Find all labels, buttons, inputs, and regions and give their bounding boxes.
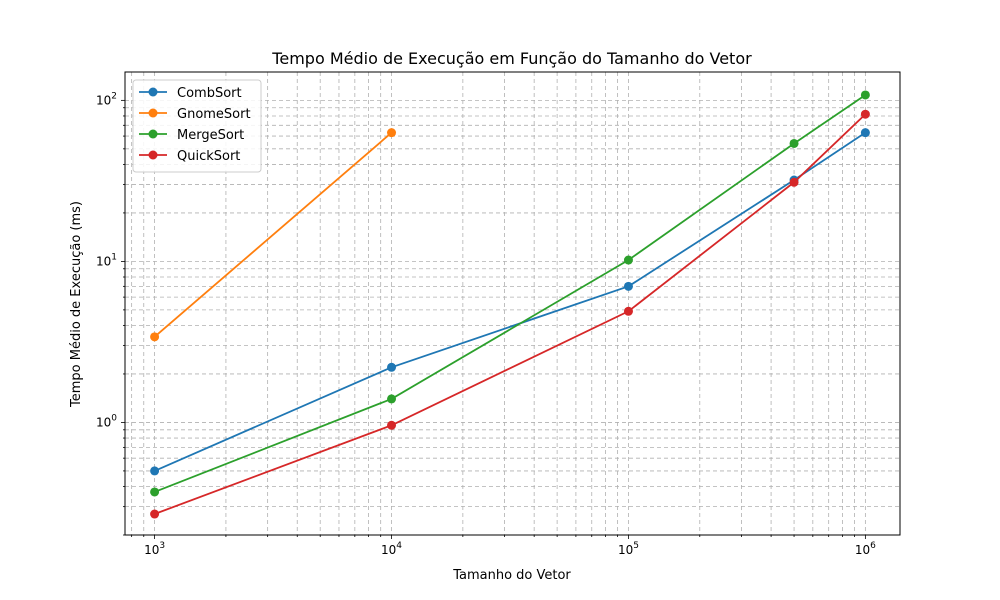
legend-label-combsort: CombSort: [177, 86, 242, 101]
series-line-quicksort: [154, 113, 866, 515]
legend-box: [132, 79, 262, 173]
series-gnomesort: [150, 128, 397, 342]
legend-marker-quicksort: [148, 150, 158, 160]
data-point-quicksort: [150, 509, 160, 519]
data-point-combsort: [150, 466, 160, 476]
data-point-quicksort: [387, 420, 397, 430]
series-line-gnomesort: [154, 131, 393, 338]
data-point-mergesort: [789, 138, 799, 148]
legend-marker-gnomesort: [148, 108, 158, 118]
y-tick-label: 102: [96, 91, 117, 107]
grid: [125, 72, 900, 536]
data-point-mergesort: [150, 487, 160, 497]
x-tick-label: 106: [855, 541, 876, 557]
legend-label-quicksort: QuickSort: [177, 149, 240, 164]
data-point-mergesort: [860, 90, 870, 100]
series-line-combsort: [154, 131, 866, 472]
y-tick-label: 101: [96, 252, 117, 268]
data-point-gnomesort: [150, 332, 160, 342]
data-point-gnomesort: [387, 128, 397, 138]
legend-marker-mergesort: [148, 129, 158, 139]
series-mergesort: [150, 90, 870, 497]
data-point-combsort: [387, 362, 397, 372]
plot-frame: [124, 71, 901, 536]
series-combsort: [150, 128, 870, 476]
series-quicksort: [150, 109, 870, 519]
data-point-quicksort: [623, 306, 633, 316]
x-axis-label: Tamanho do Vetor: [452, 568, 571, 583]
x-tick-label: 103: [144, 541, 165, 557]
data-point-combsort: [623, 281, 633, 291]
plot-series: [150, 90, 870, 519]
data-point-quicksort: [789, 177, 799, 187]
data-point-combsort: [860, 128, 870, 138]
x-tick-label: 105: [618, 541, 639, 557]
data-point-quicksort: [860, 109, 870, 119]
legend-label-mergesort: MergeSort: [177, 128, 244, 143]
y-axis-label: Tempo Médio de Execução (ms): [69, 201, 84, 408]
legend-marker-combsort: [148, 87, 158, 97]
y-tick-label: 100: [96, 413, 117, 429]
x-tick-label: 104: [381, 541, 402, 557]
chart-title: Tempo Médio de Execução em Função do Tam…: [271, 49, 752, 68]
axis-ticks: 103 104 105 106 100 101 102: [96, 91, 876, 557]
legend: CombSort GnomeSort MergeSort QuickSort: [132, 79, 262, 173]
data-point-mergesort: [387, 394, 397, 404]
legend-label-gnomesort: GnomeSort: [177, 107, 251, 122]
data-point-mergesort: [623, 255, 633, 265]
